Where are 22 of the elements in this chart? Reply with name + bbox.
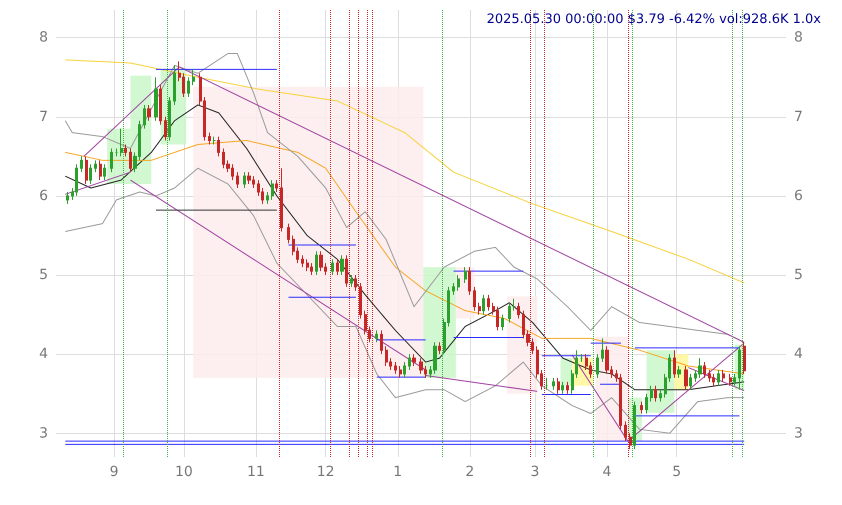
y2-tick-label: 5 [794, 267, 803, 284]
y2-tick-label: 6 [794, 188, 803, 204]
x-tick-label: 9 [110, 464, 119, 480]
y-tick-label: 5 [39, 267, 48, 284]
x-tick-label: 12 [316, 464, 335, 480]
x-tick-label: 1 [393, 464, 402, 480]
y2-tick-label: 7 [794, 108, 803, 125]
y-tick-label: 3 [39, 425, 48, 442]
y-tick-label: 4 [39, 346, 48, 362]
y2-tick-label: 3 [794, 425, 803, 442]
y-tick-label: 8 [39, 30, 48, 46]
x-tick-label: 10 [174, 464, 193, 480]
y2-tick-label: 8 [794, 30, 803, 46]
y-tick-label: 7 [39, 108, 48, 125]
x-tick-label: 5 [672, 464, 682, 480]
chart-title: 2025.05.30 00:00:00 $3.79 -6.42% vol:928.6K 1.0x [486, 12, 822, 27]
x-tick-label: 4 [602, 464, 612, 480]
y2-tick-label: 4 [794, 346, 803, 362]
x-tick-label: 2 [465, 464, 474, 480]
y-tick-label: 6 [39, 188, 48, 204]
x-tick-label: 3 [530, 464, 540, 480]
x-tick-label: 11 [247, 464, 265, 480]
